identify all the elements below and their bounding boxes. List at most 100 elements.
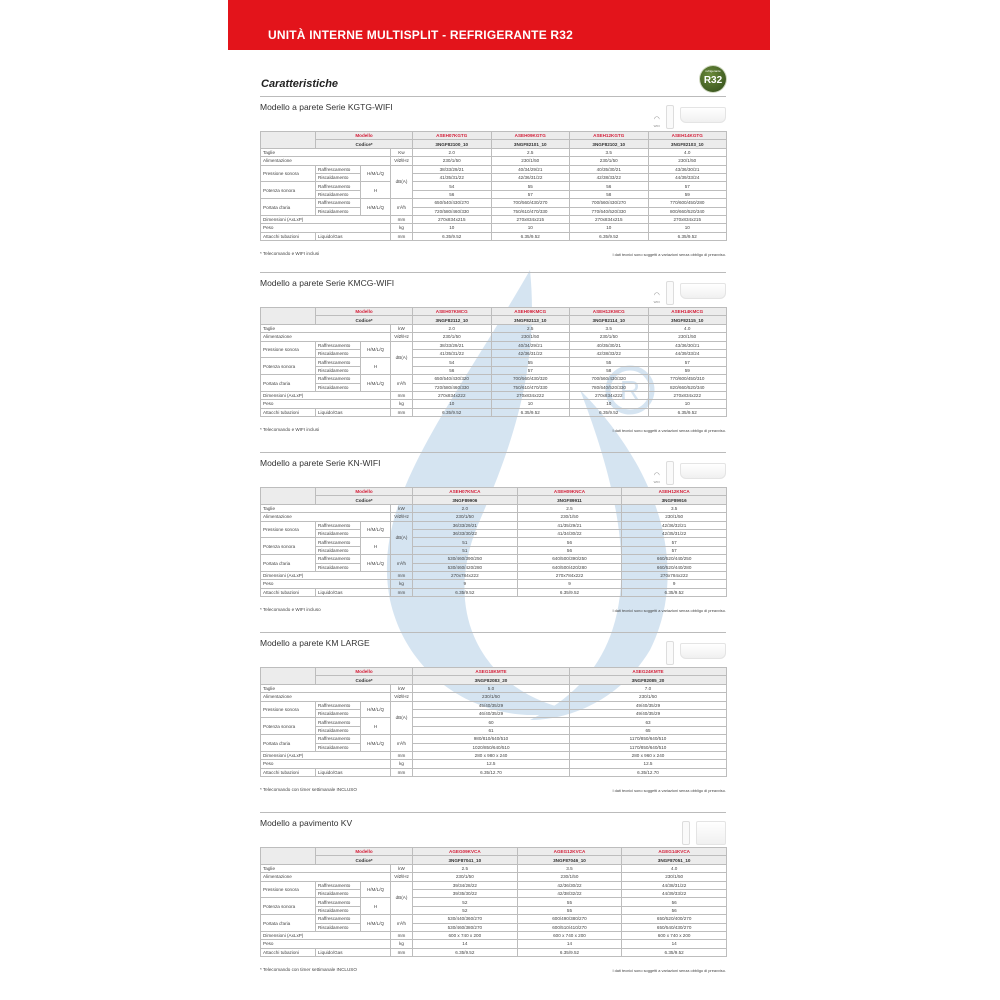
sub-label: Raffrescamento	[315, 554, 361, 564]
pressione-risc-value: 42/38/33/22	[569, 172, 649, 183]
taglie-value: 3.5	[621, 503, 727, 514]
pressione-raff-value: 36/33/29/21	[412, 520, 518, 530]
portata-raff-value: 660/520/440/250	[621, 554, 727, 564]
row-label: Potenza sonora	[260, 357, 316, 376]
potenza-risc-value: 52	[412, 905, 518, 916]
row-label: Alimentazione	[260, 156, 391, 166]
attacchi-value: 6.35/12.70	[412, 767, 570, 778]
attacchi-value: 6.35/9.52	[490, 231, 570, 242]
pressione-raff-value: 39/34/28/22	[412, 880, 518, 890]
dimensioni-value: 280 x 960 x 240	[569, 750, 727, 761]
row-label: Attacchi tubazioni	[260, 767, 316, 778]
portata-raff-value: 770/600/450/310	[647, 374, 727, 384]
pressione-raff-value: 40/35/30/21	[569, 340, 649, 350]
portata-risc-value: 750/610/470/330	[490, 206, 570, 216]
row-label: Dimensioni (AxLxP)	[260, 390, 391, 401]
sub-label: Raffrescamento	[315, 914, 361, 924]
peso-value: 9	[412, 579, 518, 589]
unit-label: mm	[390, 930, 413, 941]
footnote: * Telecomando con timer settimanale INCL…	[260, 786, 357, 792]
unit-label: dB(A)	[390, 164, 413, 200]
model-name: ASEH14KGTG	[647, 130, 727, 141]
unit-label: kg	[390, 939, 413, 949]
pressione-raff-value: 44/38/31/22	[621, 880, 727, 890]
peso-value: 9	[516, 579, 623, 589]
alimentazione-value: 230/1/50	[412, 156, 492, 166]
row-label: Dimensioni (AxLxP)	[260, 750, 391, 761]
peso-value: 14	[412, 939, 518, 949]
portata-raff-value: 600/490/380/270	[516, 914, 623, 924]
wall-unit-image	[680, 463, 726, 479]
peso-value: 9	[621, 579, 727, 589]
potenza-raff-value: 56	[569, 181, 649, 191]
pressione-risc-value: 42/36/31/22	[490, 172, 570, 183]
row-label: Dimensioni (AxLxP)	[260, 930, 391, 941]
header-row-model: Modello AGEG09KVCA AGEG12KVCA AGEG14KVCA	[260, 846, 727, 865]
table-row-taglie: Taglie kW 5.0 7.0	[260, 683, 727, 694]
sub-label: Raffrescamento	[315, 181, 361, 191]
sub-label: Riscaldamento	[315, 206, 361, 216]
sub-label: Liquido/Gas	[315, 767, 391, 778]
attacchi-value: 6.35/9.52	[412, 231, 492, 242]
disclaimer: I dati tecnici sono soggetti a variazion…	[612, 251, 726, 257]
portata-risc-value: 600/510/410/270	[516, 922, 623, 932]
model-name: ASEH07KMCG	[412, 306, 492, 317]
mode-label: H/M/L/Q	[360, 734, 391, 752]
table-row-alimentazione: Alimentazione V/Ø/Hz 230/1/50 230/1/50 230/1…	[260, 156, 727, 166]
table-row-pressione-raff: Pressione sonora Raffrescamento H/M/L/Q dB(…	[260, 700, 727, 736]
product-section: Modello a parete Serie KMCG-WIFI ◠ WIFI Mod…	[260, 272, 727, 433]
potenza-risc-value: 59	[647, 365, 727, 376]
dimensioni-value: 270x834x222	[647, 390, 727, 401]
potenza-raff-value: 57	[647, 181, 727, 191]
table-row-potenza-risc: Riscaldamento 61 65	[261, 725, 727, 736]
table-row-portata-risc: Riscaldamento 1020/850/640/510 1170/850/64…	[261, 742, 727, 752]
table-row-potenza-raff: Potenza sonora Raffrescamento H 54 55 55 57	[260, 357, 727, 376]
sub-label: Liquido/Gas	[315, 231, 391, 242]
dimensioni-value: 270x834x222	[412, 390, 492, 401]
row-label: Alimentazione	[260, 512, 391, 522]
row-label: Peso	[260, 759, 391, 769]
unit-label: mm	[390, 587, 413, 598]
r32-badge: refrigerante R32	[700, 66, 726, 92]
product-section: Modello a parete Serie KN-WIFI ◠ WIFI Model…	[260, 452, 727, 613]
table-row-alimentazione: Alimentazione V/Ø/Hz 230/1/50 230/1/50 230/1…	[260, 872, 727, 882]
row-label: Portata d'aria	[260, 554, 316, 572]
remote-control-image	[666, 281, 674, 305]
header-row-code: Codice* 3NGF89906 3NGF89911 3NGF89916	[261, 495, 727, 505]
portata-risc-value: 1020/850/640/510	[412, 742, 570, 752]
sub-label: Raffrescamento	[315, 537, 361, 547]
corner-cell	[260, 131, 316, 149]
mode-label: H	[360, 537, 391, 556]
badge-text: R32	[703, 75, 723, 86]
table-row-pressione-risc: Riscaldamento 41/35/31/22 42/36/31/22 42/38…	[261, 172, 727, 183]
alimentazione-value: 230/1/50	[412, 872, 518, 882]
peso-value: 10	[490, 223, 570, 233]
dimensioni-value: 270x834x215	[490, 214, 570, 225]
potenza-raff-value: 51	[412, 537, 518, 547]
sub-label: Raffrescamento	[315, 340, 361, 350]
row-label: Attacchi tubazioni	[260, 231, 316, 242]
alimentazione-value: 230/1/50	[412, 512, 518, 522]
pressione-risc-value: 44/39/33/24	[647, 348, 727, 359]
product-images	[666, 637, 726, 665]
sub-label: Raffrescamento	[315, 164, 361, 174]
potenza-raff-value: 55	[490, 357, 570, 367]
section-title: Modello a pavimento KV	[260, 818, 353, 828]
table-row-alimentazione: Alimentazione V/Ø/Hz 230/1/50 230/1/50 230/1…	[260, 332, 727, 342]
sub-label: Riscaldamento	[315, 725, 361, 736]
model-name: AGEG09KVCA	[412, 846, 518, 857]
wall-unit-image	[680, 643, 726, 659]
pressione-risc-value: 44/39/33/22	[621, 888, 727, 899]
peso-value: 12.5	[569, 759, 727, 769]
model-name: ASEH09KNCA	[516, 486, 623, 497]
dimensioni-value: 270x784x222	[516, 570, 623, 581]
taglie-value: 2.5	[516, 503, 623, 514]
portata-raff-value: 530/440/360/270	[412, 914, 518, 924]
row-label: Portata d'aria	[260, 734, 316, 752]
codice-label: Codice*	[315, 139, 413, 149]
header-band: UNITÀ INTERNE MULTISPLIT - REFRIGERANTE …	[228, 0, 770, 50]
pressione-risc-value: 41/35/31/22	[412, 348, 492, 359]
portata-risc-value: 650/540/430/270	[621, 922, 727, 932]
model-name: ASEH12KNCA	[621, 486, 727, 497]
taglie-value: 2.5	[412, 863, 518, 874]
